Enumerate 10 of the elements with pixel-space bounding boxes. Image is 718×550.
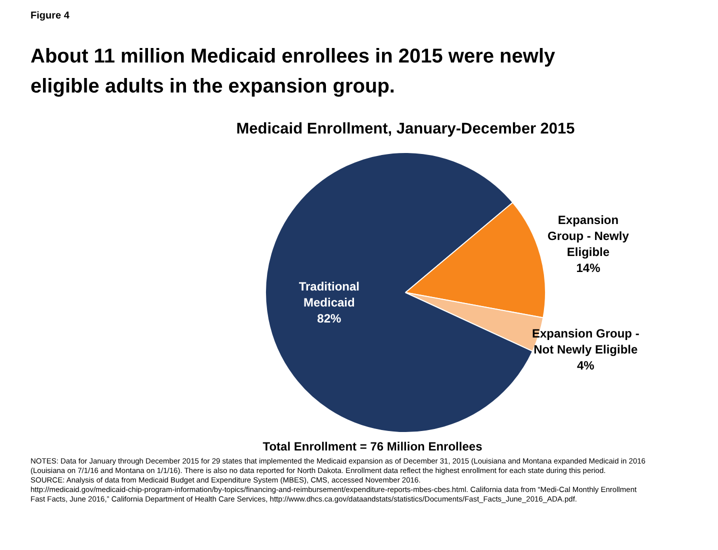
slice-label: Expansion Group - Not Newly Eligible (532, 326, 640, 357)
data-label: 4% (576, 358, 595, 373)
data-label: 82% (317, 312, 342, 326)
data-label: 14% (576, 261, 601, 276)
text: Total Enrollment = 76 Million Enrollees (262, 440, 483, 454)
slice-label: Expansion Group - Newly Eligible (548, 213, 630, 260)
caption: Figure 4 (30, 10, 70, 22)
chart-subtitle: Medicaid Enrollment, January-December 2015 (236, 120, 576, 138)
chart-title: About 11 million Medicaid enrollees in 2015 were newly eligible adults in the expansion group. (30, 46, 556, 98)
slice-label: Traditional Medicaid (298, 280, 360, 310)
